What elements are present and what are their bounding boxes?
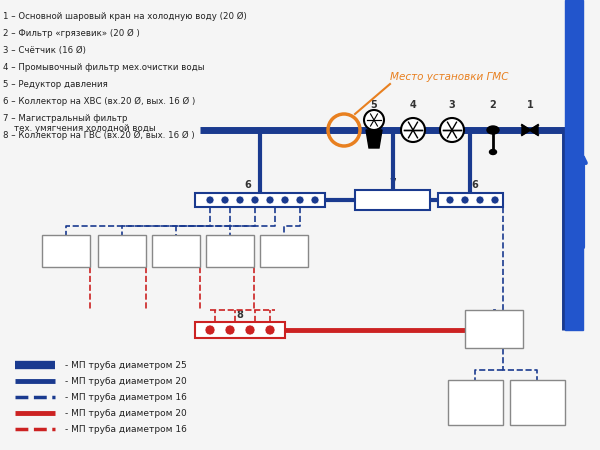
- Circle shape: [440, 118, 464, 142]
- Text: 7: 7: [389, 178, 397, 188]
- Ellipse shape: [490, 149, 497, 154]
- Polygon shape: [366, 130, 382, 148]
- Text: 3: 3: [449, 100, 455, 110]
- Text: Биде: Биде: [220, 247, 240, 256]
- Bar: [152, 235, 200, 267]
- Bar: [206, 235, 254, 267]
- Circle shape: [311, 196, 319, 204]
- Text: 7 – Магистральный фильтр
    тех. умягчения холодной воды: 7 – Магистральный фильтр тех. умягчения …: [3, 114, 155, 133]
- Text: 1 – Основной шаровый кран на холодную воду (20 Ø): 1 – Основной шаровый кран на холодную во…: [3, 12, 247, 21]
- Circle shape: [476, 196, 484, 204]
- Bar: [438, 193, 503, 207]
- Text: - МП труба диаметром 25: - МП труба диаметром 25: [65, 360, 187, 369]
- Text: 6: 6: [472, 180, 478, 190]
- Bar: [98, 235, 146, 267]
- Bar: [510, 380, 565, 425]
- Text: Место установки ГМС: Место установки ГМС: [390, 72, 509, 82]
- Text: Посудо-
моечная
машина: Посудо- моечная машина: [521, 392, 553, 412]
- Circle shape: [265, 325, 275, 335]
- Text: 8: 8: [236, 310, 244, 320]
- Circle shape: [461, 196, 469, 204]
- Circle shape: [245, 325, 255, 335]
- Text: 6: 6: [245, 180, 251, 190]
- Circle shape: [364, 110, 384, 130]
- Bar: [565, 0, 583, 330]
- Text: - МП труба диаметром 16: - МП труба диаметром 16: [65, 424, 187, 433]
- Text: 1: 1: [527, 100, 533, 110]
- Text: 8 – Коллектор на ГВС (вх.20 Ø, вых. 16 Ø ): 8 – Коллектор на ГВС (вх.20 Ø, вых. 16 Ø…: [3, 131, 194, 140]
- Circle shape: [251, 196, 259, 204]
- Circle shape: [221, 196, 229, 204]
- Circle shape: [205, 325, 215, 335]
- Bar: [195, 193, 325, 207]
- Text: Стираль-
ная
машина: Стираль- ная машина: [458, 392, 492, 412]
- Text: 6 – Коллектор на ХВС (вх.20 Ø, вых. 16 Ø ): 6 – Коллектор на ХВС (вх.20 Ø, вых. 16 Ø…: [3, 97, 195, 106]
- Text: Котёл
(ГВС): Котёл (ГВС): [482, 320, 506, 339]
- Circle shape: [206, 196, 214, 204]
- Text: 3 – Счётчик (16 Ø): 3 – Счётчик (16 Ø): [3, 46, 86, 55]
- Circle shape: [281, 196, 289, 204]
- Circle shape: [401, 118, 425, 142]
- Circle shape: [236, 196, 244, 204]
- Bar: [42, 235, 90, 267]
- Ellipse shape: [487, 126, 499, 134]
- Text: 4: 4: [410, 100, 416, 110]
- Polygon shape: [522, 125, 530, 135]
- Circle shape: [296, 196, 304, 204]
- Bar: [195, 322, 285, 338]
- Text: Унитаз: Унитаз: [270, 247, 298, 256]
- Text: - МП труба диаметром 20: - МП труба диаметром 20: [65, 409, 187, 418]
- Text: 4 – Промывочный фильтр мех.очистки воды: 4 – Промывочный фильтр мех.очистки воды: [3, 63, 205, 72]
- Bar: [260, 235, 308, 267]
- Text: Ванна: Ванна: [164, 247, 188, 256]
- Polygon shape: [530, 125, 538, 135]
- Text: - МП труба диаметром 16: - МП труба диаметром 16: [65, 392, 187, 401]
- Text: - МП труба диаметром 20: - МП труба диаметром 20: [65, 377, 187, 386]
- Circle shape: [446, 196, 454, 204]
- Circle shape: [491, 196, 499, 204]
- Circle shape: [225, 325, 235, 335]
- Text: Раковина: Раковина: [103, 247, 141, 256]
- Circle shape: [266, 196, 274, 204]
- Bar: [448, 380, 503, 425]
- Text: 5: 5: [371, 100, 377, 110]
- Text: Кухонная
мойка: Кухонная мойка: [47, 241, 85, 261]
- Text: 2 – Фильтр «грязевик» (20 Ø ): 2 – Фильтр «грязевик» (20 Ø ): [3, 29, 140, 38]
- Bar: [355, 190, 430, 210]
- Text: 5 – Редуктор давления: 5 – Редуктор давления: [3, 80, 108, 89]
- Text: 2: 2: [490, 100, 496, 110]
- Bar: [465, 310, 523, 348]
